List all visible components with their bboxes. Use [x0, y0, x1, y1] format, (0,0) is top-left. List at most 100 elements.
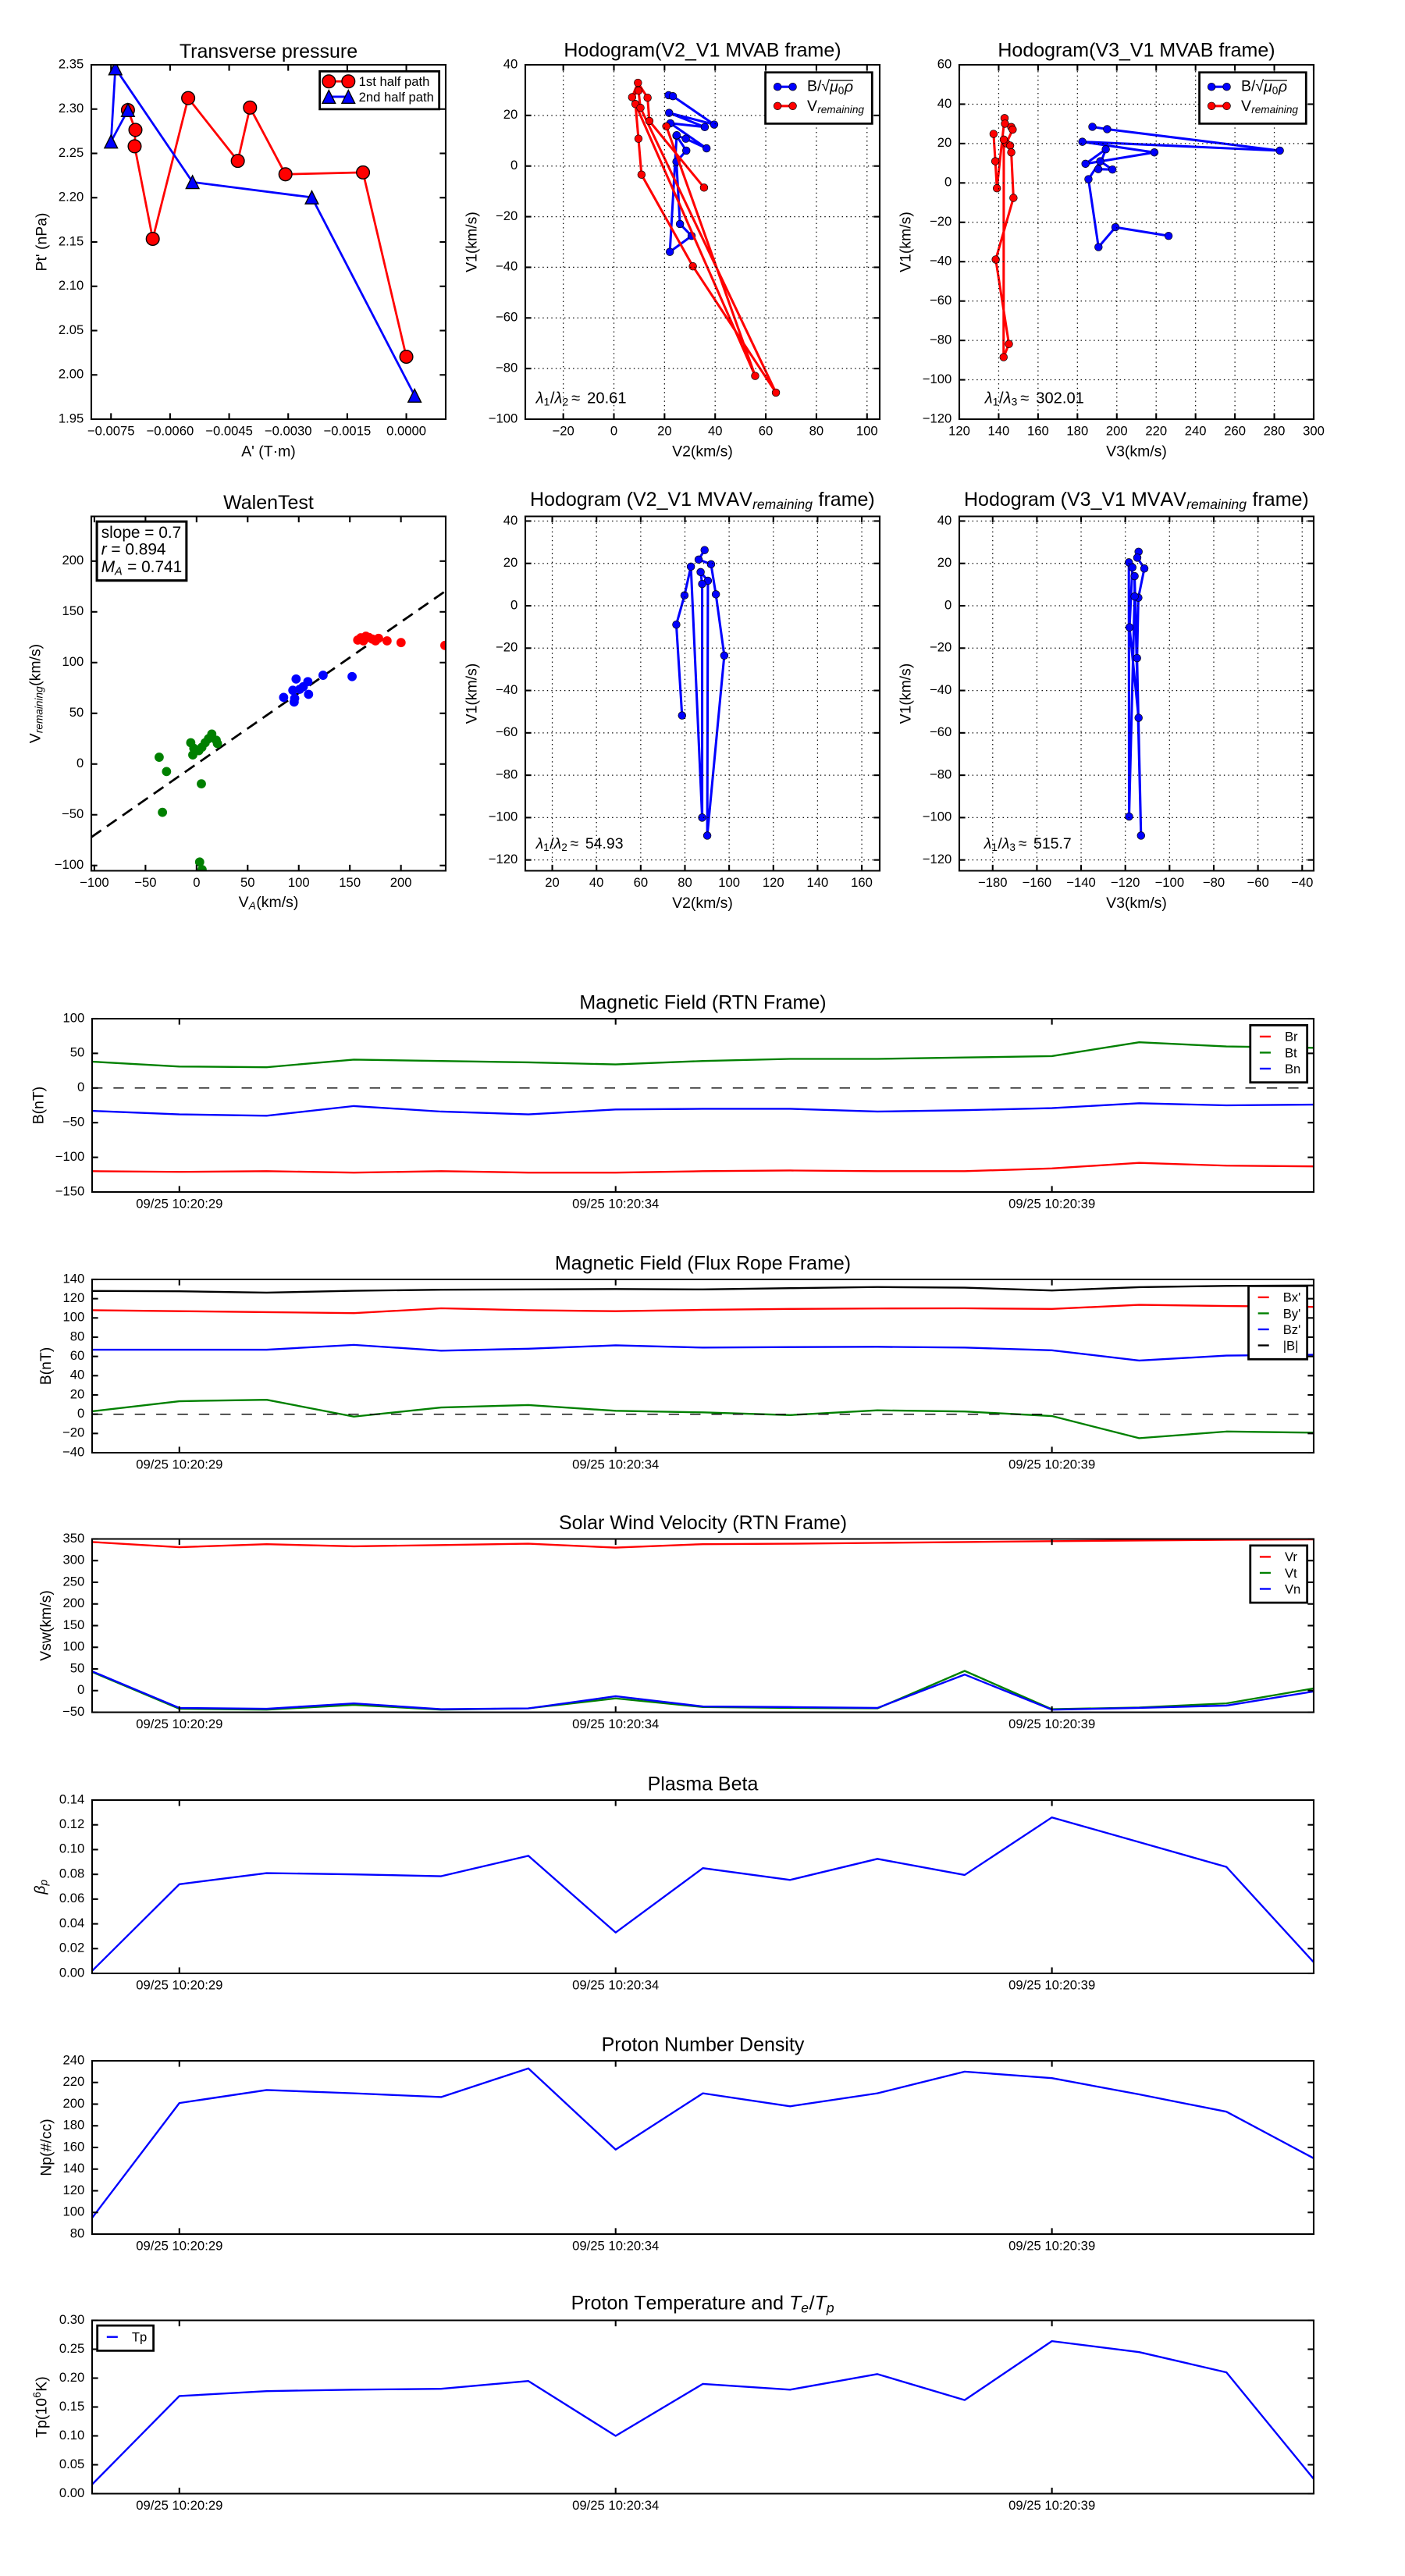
svg-text:−20: −20: [930, 640, 951, 655]
svg-text:09/25 10:20:39: 09/25 10:20:39: [1008, 1457, 1095, 1471]
svg-text:220: 220: [62, 2074, 84, 2089]
svg-text:140: 140: [988, 423, 1010, 438]
svg-text:V3(km/s): V3(km/s): [1106, 895, 1167, 912]
svg-text:Vr: Vr: [1285, 1550, 1297, 1564]
svg-text:0.04: 0.04: [59, 1916, 84, 1930]
svg-text:WalenTest: WalenTest: [223, 492, 314, 514]
svg-text:160: 160: [62, 2139, 84, 2154]
svg-text:λ λ 1 2: λ λ 1 2 / ≈ 2 0 . 6 1: [535, 387, 627, 409]
svg-text:Pt' (nPa): Pt' (nPa): [34, 212, 51, 271]
svg-text:0: 0: [510, 158, 518, 173]
svg-text:V1(km/s): V1(km/s): [898, 212, 915, 272]
svg-text:Plasma Beta: Plasma Beta: [648, 1773, 759, 1795]
svg-text:Vn: Vn: [1285, 1582, 1300, 1596]
svg-text:−80: −80: [496, 767, 518, 781]
svg-text:Hodogram(V3_V1 MVAB frame): Hodogram(V3_V1 MVAB frame): [998, 40, 1275, 62]
svg-text:M A =: M A = 0 . 7 4 1: [101, 557, 183, 578]
svg-text:2.35: 2.35: [59, 56, 84, 71]
svg-text:0.12: 0.12: [59, 1816, 84, 1831]
svg-text:−40: −40: [496, 259, 518, 274]
svg-text:120: 120: [763, 875, 784, 890]
svg-text:09/25 10:20:34: 09/25 10:20:34: [572, 1196, 659, 1211]
svg-text:−40: −40: [1291, 875, 1313, 890]
svg-text:140: 140: [62, 2161, 84, 2176]
svg-text:09/25 10:20:34: 09/25 10:20:34: [572, 1457, 659, 1471]
svg-text:09/25 10:20:29: 09/25 10:20:29: [136, 1457, 222, 1471]
svg-text:40: 40: [937, 513, 952, 528]
svg-text:T p ( 1: T p ( 1 0 K ) 6: [30, 2372, 50, 2438]
svg-text:0.02: 0.02: [59, 1941, 84, 1955]
svg-text:V1(km/s): V1(km/s): [898, 664, 915, 724]
svg-text:−40: −40: [930, 254, 951, 269]
svg-text:−20: −20: [930, 214, 951, 229]
svg-text:300: 300: [1303, 423, 1325, 438]
svg-text:−80: −80: [496, 360, 518, 375]
svg-text:100: 100: [62, 2204, 84, 2219]
svg-text:200: 200: [1106, 423, 1128, 438]
svg-text:B / √ μ: B / √ μ ρ 0: [1241, 76, 1291, 97]
svg-text:180: 180: [1066, 423, 1088, 438]
svg-text:2.10: 2.10: [59, 278, 84, 293]
svg-text:−50: −50: [62, 1115, 84, 1130]
svg-text:0: 0: [76, 756, 84, 770]
svg-text:−60: −60: [930, 724, 951, 739]
svg-text:V3(km/s): V3(km/s): [1106, 443, 1167, 461]
svg-text:09/25 10:20:29: 09/25 10:20:29: [136, 2238, 222, 2253]
svg-text:20: 20: [70, 1386, 85, 1401]
svg-text:−0.0075: −0.0075: [87, 423, 135, 438]
svg-text:0: 0: [944, 597, 951, 612]
svg-text:−100: −100: [55, 857, 84, 872]
svg-text:V r e m: V r e m a i n i n g: [807, 95, 864, 117]
svg-text:0.08: 0.08: [59, 1866, 84, 1880]
svg-text:B(nT): B(nT): [37, 1347, 55, 1386]
svg-text:−50: −50: [62, 1704, 84, 1719]
svg-text:100: 100: [62, 1639, 84, 1654]
svg-text:20: 20: [937, 555, 952, 570]
svg-text:Hodogram(V2_V1 MVAB frame): Hodogram(V2_V1 MVAB frame): [564, 40, 841, 62]
svg-text:V ( k m: V ( k m / s ) A: [239, 891, 303, 912]
svg-text:−0.0045: −0.0045: [205, 423, 253, 438]
svg-text:−120: −120: [1111, 875, 1140, 890]
svg-text:−100: −100: [1155, 875, 1185, 890]
svg-text:−20: −20: [62, 1425, 84, 1440]
svg-text:120: 120: [62, 1290, 84, 1305]
svg-text:−80: −80: [1203, 875, 1225, 890]
svg-text:β p: β p: [30, 1880, 50, 1895]
svg-text:150: 150: [62, 603, 84, 618]
svg-text:160: 160: [851, 875, 873, 890]
svg-text:V2(km/s): V2(km/s): [672, 443, 733, 461]
svg-text:slope = 0.7: slope = 0.7: [101, 524, 181, 542]
svg-text:Bx': Bx': [1283, 1290, 1301, 1305]
svg-text:20: 20: [503, 107, 518, 122]
svg-text:100: 100: [62, 1010, 84, 1025]
svg-text:40: 40: [708, 423, 723, 438]
svg-text:B / √ μ: B / √ μ ρ 0: [807, 76, 857, 97]
svg-text:Bt: Bt: [1285, 1045, 1297, 1060]
svg-text:150: 150: [339, 875, 361, 890]
svg-text:0: 0: [193, 875, 200, 890]
svg-text:2nd half path: 2nd half path: [359, 90, 434, 105]
svg-text:09/25 10:20:39: 09/25 10:20:39: [1008, 1196, 1095, 1211]
svg-text:200: 200: [62, 1596, 84, 1610]
svg-text:V2(km/s): V2(km/s): [672, 895, 733, 912]
svg-text:H o d o: H o d o g r a m ( V 2 _ V 1 M V A V f r …: [530, 489, 879, 513]
svg-text:−0.0060: −0.0060: [147, 423, 194, 438]
svg-text:40: 40: [503, 513, 518, 528]
svg-text:Br: Br: [1285, 1030, 1298, 1044]
svg-text:200: 200: [62, 553, 84, 568]
svg-text:Vsw(km/s): Vsw(km/s): [37, 1590, 55, 1661]
svg-text:−80: −80: [930, 767, 951, 781]
svg-text:80: 80: [70, 1329, 85, 1343]
svg-text:0: 0: [77, 1080, 84, 1094]
svg-text:V r e m: V r e m a i n i n g: [1241, 95, 1298, 117]
svg-text:A' (T·m): A' (T·m): [241, 443, 296, 461]
svg-text:240: 240: [1185, 423, 1207, 438]
svg-text:20: 20: [503, 555, 518, 570]
svg-text:50: 50: [69, 705, 84, 720]
svg-text:50: 50: [70, 1660, 85, 1675]
svg-text:0.25: 0.25: [59, 2341, 84, 2356]
svg-text:120: 120: [948, 423, 970, 438]
svg-text:09/25 10:20:29: 09/25 10:20:29: [136, 1977, 222, 1992]
svg-text:−100: −100: [923, 809, 952, 824]
svg-text:60: 60: [759, 423, 774, 438]
